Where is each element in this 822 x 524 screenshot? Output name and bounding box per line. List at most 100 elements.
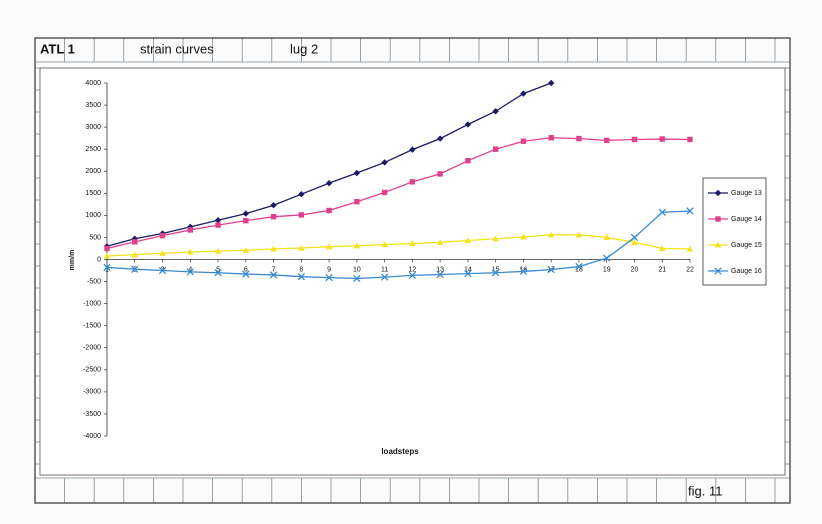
- marker: [381, 159, 388, 166]
- marker: [464, 269, 472, 278]
- marker: [686, 245, 694, 252]
- y-tick-label: 2000: [85, 168, 101, 175]
- marker: [243, 217, 249, 224]
- marker: [381, 189, 388, 196]
- marker: [298, 190, 305, 198]
- series-line: [106, 137, 691, 250]
- x-tick-label: 1: [105, 266, 109, 273]
- marker: [215, 222, 221, 228]
- x-tick-label: 11: [381, 266, 388, 273]
- marker: [131, 265, 139, 273]
- y-tick-label: 3500: [85, 102, 101, 109]
- marker: [576, 135, 582, 142]
- y-tick-label: 1000: [85, 212, 101, 219]
- x-tick-label: 10: [353, 266, 361, 273]
- marker: [492, 108, 499, 115]
- marker: [103, 263, 111, 272]
- marker: [604, 137, 610, 144]
- marker: [159, 232, 166, 239]
- x-tick-label: 12: [408, 266, 416, 273]
- y-tick-label: -2500: [83, 367, 101, 374]
- y-tick-label: -3000: [83, 389, 101, 396]
- series-line: [106, 234, 691, 257]
- marker: [186, 268, 194, 276]
- marker: [437, 171, 443, 177]
- legend-label: Gauge 15: [731, 242, 762, 249]
- marker: [575, 262, 583, 271]
- marker: [104, 245, 110, 252]
- x-tick-label: 19: [603, 266, 611, 273]
- marker: [520, 138, 527, 144]
- marker: [519, 267, 528, 276]
- marker: [630, 233, 639, 242]
- y-tick-label: -500: [87, 278, 101, 285]
- x-axis-label: loadsteps: [381, 447, 419, 456]
- marker: [603, 254, 611, 262]
- marker: [547, 231, 555, 238]
- marker: [492, 269, 500, 277]
- marker: [132, 239, 138, 245]
- marker: [436, 135, 444, 142]
- y-axis-label: mm/m: [69, 250, 76, 271]
- marker: [658, 208, 666, 216]
- x-tick-label: 7: [272, 266, 276, 273]
- y-tick-label: 2500: [85, 146, 101, 153]
- header-cell: strain curves: [140, 41, 214, 56]
- marker: [465, 157, 471, 164]
- marker: [270, 245, 277, 252]
- marker: [408, 271, 417, 280]
- marker: [298, 212, 305, 218]
- marker: [715, 216, 721, 222]
- frame: [34, 37, 791, 504]
- marker: [242, 270, 250, 278]
- marker: [714, 267, 722, 275]
- marker: [269, 271, 278, 279]
- marker: [686, 207, 694, 215]
- y-tick-label: 1500: [85, 190, 101, 197]
- series-line: [106, 210, 691, 280]
- marker: [353, 274, 361, 283]
- marker: [464, 121, 472, 128]
- marker: [297, 273, 305, 281]
- marker: [242, 210, 250, 217]
- figure-label: fig. 11: [688, 483, 722, 498]
- x-tick-label: 18: [575, 266, 583, 273]
- marker: [603, 234, 610, 240]
- marker: [158, 266, 167, 275]
- marker: [380, 273, 389, 281]
- y-tick-label: -2000: [83, 345, 101, 352]
- y-tick-label: 500: [89, 234, 101, 241]
- grid-paper: [35, 38, 790, 503]
- y-tick-label: -3500: [83, 411, 101, 418]
- marker: [631, 239, 638, 245]
- legend-label: Gauge 14: [731, 216, 762, 223]
- marker: [575, 231, 583, 238]
- marker: [270, 202, 277, 209]
- x-tick-label: 6: [244, 266, 248, 273]
- marker: [187, 248, 194, 255]
- legend-label: Gauge 16: [731, 268, 762, 275]
- marker: [547, 79, 555, 87]
- marker: [548, 135, 554, 141]
- marker: [631, 136, 638, 143]
- marker: [131, 251, 138, 258]
- marker: [214, 217, 222, 224]
- marker: [187, 227, 193, 233]
- marker: [242, 247, 250, 253]
- marker: [353, 169, 361, 177]
- marker: [270, 213, 277, 220]
- marker: [325, 273, 333, 282]
- marker: [409, 179, 416, 185]
- x-tick-label: 14: [464, 266, 472, 273]
- marker: [353, 242, 361, 249]
- x-tick-label: 20: [631, 266, 639, 273]
- marker: [409, 240, 416, 247]
- marker: [547, 265, 555, 274]
- x-tick-label: 5: [216, 266, 220, 273]
- marker: [436, 239, 444, 245]
- header-cell: lug 2: [290, 41, 318, 56]
- marker: [464, 237, 472, 244]
- x-tick-label: 15: [492, 266, 500, 273]
